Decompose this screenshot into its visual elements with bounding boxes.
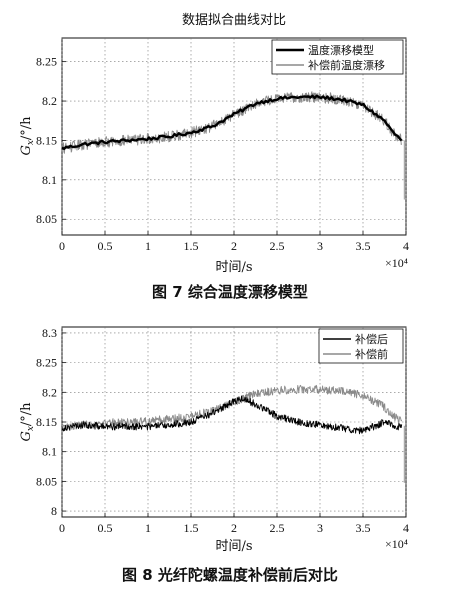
y-tick-label: 8.2 bbox=[42, 94, 57, 108]
x-tick-label: 3 bbox=[317, 239, 323, 253]
y-axis-label: Gx/°/h bbox=[19, 402, 36, 442]
x-tick-label: 4 bbox=[403, 521, 409, 535]
figure-caption: 图 8 光纤陀螺温度补偿前后对比 bbox=[122, 566, 338, 584]
y-axis-label: Gx/°/h bbox=[19, 116, 36, 156]
y-axis-ticks: 8 8.05 8.1 8.15 8.2 8.25 8.3 bbox=[36, 326, 66, 518]
y-axis-label-sub: x bbox=[26, 426, 36, 431]
chart-title: 数据拟合曲线对比 bbox=[182, 13, 286, 28]
y-tick-label: 8.1 bbox=[42, 173, 57, 187]
x-axis-ticks: 0 0.5 1 1.5 2 2.5 3 3.5 4 bbox=[59, 513, 409, 535]
x-axis-ticks: 0 0.5 1 1.5 2 2.5 3 3.5 4 bbox=[59, 231, 409, 253]
x-tick-label: 0.5 bbox=[98, 521, 113, 535]
x-tick-label: 1 bbox=[145, 521, 151, 535]
y-axis-label-sub: x bbox=[26, 140, 36, 145]
figure-caption: 图 7 综合温度漂移模型 bbox=[152, 283, 308, 301]
y-tick-label: 8.05 bbox=[36, 474, 57, 488]
x-tick-label: 4 bbox=[403, 239, 409, 253]
x-tick-label: 0 bbox=[59, 239, 65, 253]
x-tick-label: 3 bbox=[317, 521, 323, 535]
legend-label-raw: 补偿前温度漂移 bbox=[308, 58, 385, 72]
series-group bbox=[61, 91, 405, 200]
y-tick-label: 8.25 bbox=[36, 356, 57, 370]
y-axis-label-unit: /°/h bbox=[19, 116, 34, 140]
y-tick-label: 8.15 bbox=[36, 415, 57, 429]
x-tick-label: 1.5 bbox=[184, 239, 199, 253]
x-tick-label: 3.5 bbox=[356, 521, 371, 535]
y-tick-label: 8.3 bbox=[42, 326, 57, 340]
x-tick-label: 2 bbox=[231, 521, 237, 535]
x-tick-label: 3.5 bbox=[356, 239, 371, 253]
y-tick-label: 8 bbox=[51, 504, 57, 518]
y-axis-label-main: G bbox=[19, 145, 34, 155]
legend-label-before: 补偿前 bbox=[355, 347, 388, 361]
legend-box bbox=[318, 328, 404, 364]
series-line-0 bbox=[61, 94, 403, 151]
x-tick-label: 2.5 bbox=[270, 521, 285, 535]
legend-box bbox=[271, 39, 404, 75]
x-scale-label: ×10⁴ bbox=[385, 256, 408, 270]
y-axis-ticks: 8.05 8.1 8.15 8.2 8.25 bbox=[36, 55, 66, 226]
legend: 温度漂移模型 补偿前温度漂移 bbox=[271, 39, 404, 75]
legend: 补偿后 补偿前 bbox=[318, 328, 404, 364]
x-axis-label: 时间/s bbox=[215, 539, 252, 554]
chart-temperature-drift-model: 数据拟合曲线对比 8.05 8.1 8.15 8.2 8.25 0 0.5 1 1.5 2 2.5… bbox=[19, 13, 409, 301]
legend-label-model: 温度漂移模型 bbox=[308, 43, 374, 57]
y-tick-label: 8.1 bbox=[42, 445, 57, 459]
x-tick-label: 0.5 bbox=[98, 239, 113, 253]
x-axis-label: 时间/s bbox=[215, 260, 252, 275]
y-tick-label: 8.15 bbox=[36, 133, 57, 147]
series-group bbox=[61, 384, 405, 483]
series-line-0 bbox=[61, 395, 403, 435]
x-tick-label: 2 bbox=[231, 239, 237, 253]
series-line-1 bbox=[61, 384, 403, 431]
y-tick-label: 8.05 bbox=[36, 212, 57, 226]
x-scale-label: ×10⁴ bbox=[385, 537, 408, 551]
y-tick-label: 8.2 bbox=[42, 385, 57, 399]
x-tick-label: 2.5 bbox=[270, 239, 285, 253]
x-tick-label: 1.5 bbox=[184, 521, 199, 535]
legend-label-after: 补偿后 bbox=[355, 332, 388, 346]
x-tick-label: 1 bbox=[145, 239, 151, 253]
y-tick-label: 8.25 bbox=[36, 55, 57, 69]
x-tick-label: 0 bbox=[59, 521, 65, 535]
y-axis-label-main: G bbox=[19, 431, 34, 441]
y-axis-label-unit: /°/h bbox=[19, 402, 34, 426]
chart-compensation-comparison: 8 8.05 8.1 8.15 8.2 8.25 8.3 0 0.5 1 1.5 2 2.5 3 3.5 4… bbox=[19, 326, 409, 584]
